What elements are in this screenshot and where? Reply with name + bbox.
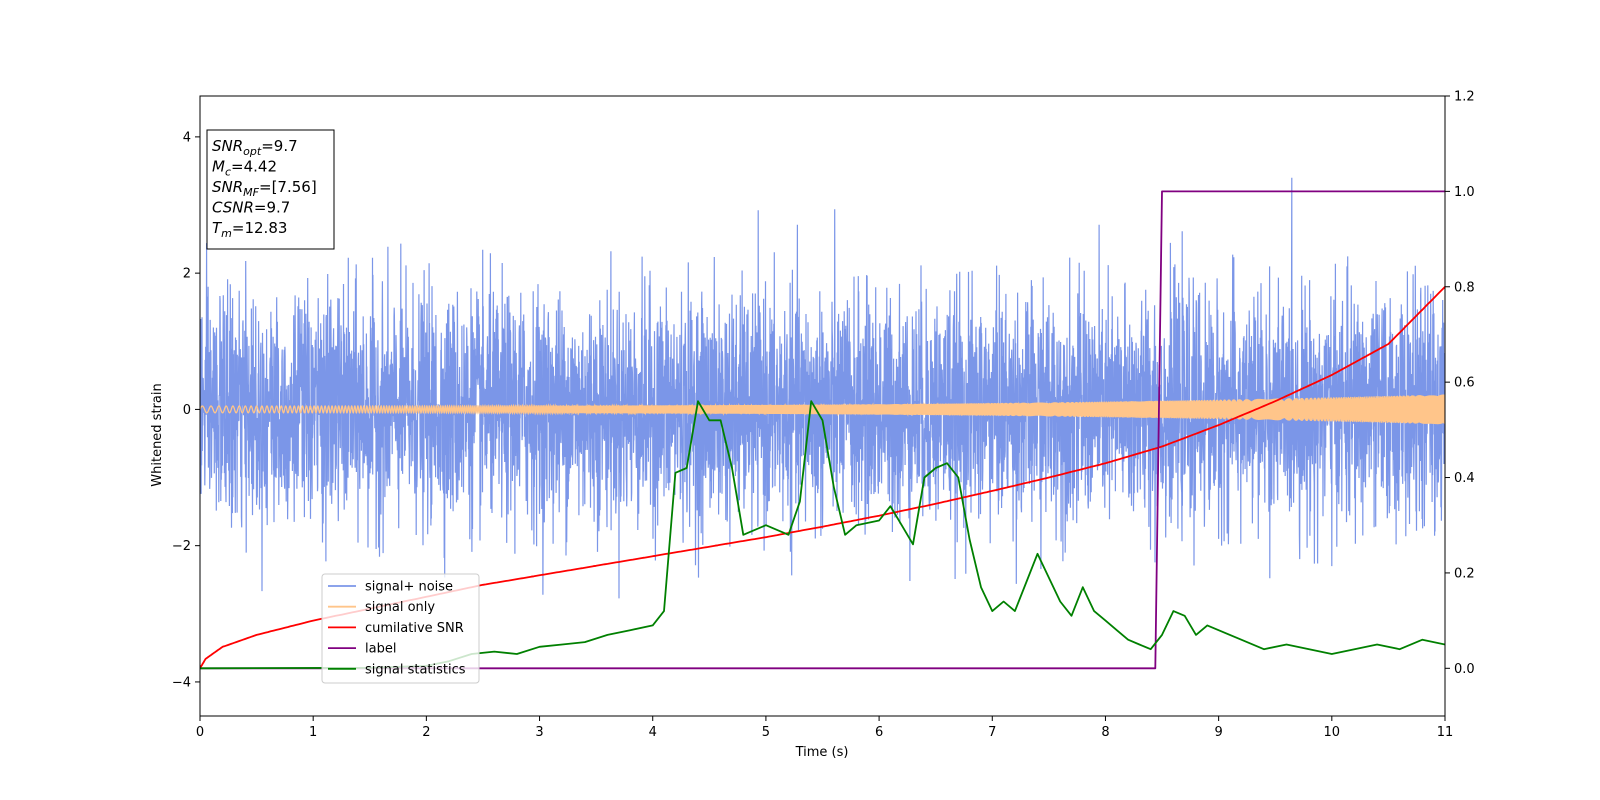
y-right-tick-label: 0.6 — [1454, 376, 1475, 391]
legend-label: cumilative SNR — [365, 621, 464, 636]
x-tick-label: 2 — [422, 725, 430, 740]
plot-area — [200, 177, 1445, 670]
y-left-tick-label: −4 — [172, 675, 191, 690]
x-axis-label: Time (s) — [795, 745, 849, 760]
series-label-line — [200, 190, 1445, 670]
info-box-line: CSNR=9.7 — [212, 199, 290, 217]
y-right-tick-label: 0.0 — [1454, 662, 1475, 677]
series-signal-statistics-line — [200, 400, 1445, 670]
x-tick-label: 8 — [1101, 725, 1109, 740]
info-box-line: Mc=4.42 — [212, 158, 277, 179]
info-box-line: SNRopt=9.7 — [212, 137, 298, 158]
y-right-tick-label: 1.2 — [1454, 90, 1475, 105]
y-right-tick-label: 0.2 — [1454, 566, 1475, 581]
info-box-frame — [206, 129, 335, 250]
axes: 0 1 2 3 4 5 6 7 8 9 10 11 −4 −2 0 2 4 0.0 0.2 0.4 0.6 0.8 1.0 1… — [172, 90, 1475, 741]
x-tick-label: 0 — [196, 725, 204, 740]
series-signal-only-line — [200, 394, 1445, 425]
y-right-tick-label: 0.8 — [1454, 280, 1475, 295]
y-axis-label: Whitened strain — [150, 383, 165, 486]
x-tick-label: 1 — [309, 725, 317, 740]
series-signal-noise-line — [200, 177, 1445, 599]
plot-frame — [199, 95, 1446, 717]
legend-label: signal statistics — [365, 662, 466, 677]
x-tick-label: 3 — [535, 725, 543, 740]
legend-frame — [321, 573, 480, 684]
y-right-tick-label: 1.0 — [1454, 185, 1475, 200]
x-tick-label: 5 — [762, 725, 770, 740]
legend: signal+ noise signal only cumilative SNR la… — [321, 573, 480, 684]
x-tick-label: 10 — [1324, 725, 1341, 740]
x-tick-label: 4 — [649, 725, 657, 740]
info-box-line: Tm=12.83 — [212, 219, 287, 240]
y-left-tick-label: 0 — [183, 403, 191, 418]
legend-label: label — [365, 642, 396, 657]
x-tick-label: 6 — [875, 725, 883, 740]
y-right-tick-label: 0.4 — [1454, 471, 1475, 486]
legend-label: signal+ noise — [365, 580, 453, 595]
info-box-line: SNRMF=[7.56] — [212, 178, 317, 199]
y-left-tick-label: 2 — [183, 267, 191, 282]
legend-label: signal only — [365, 600, 435, 615]
x-tick-label: 9 — [1214, 725, 1222, 740]
y-left-tick-label: −2 — [172, 539, 191, 554]
x-tick-label: 7 — [988, 725, 996, 740]
y-left-tick-label: 4 — [183, 130, 191, 145]
series-cumilative-snr-line — [200, 286, 1445, 669]
x-tick-label: 11 — [1437, 725, 1454, 740]
